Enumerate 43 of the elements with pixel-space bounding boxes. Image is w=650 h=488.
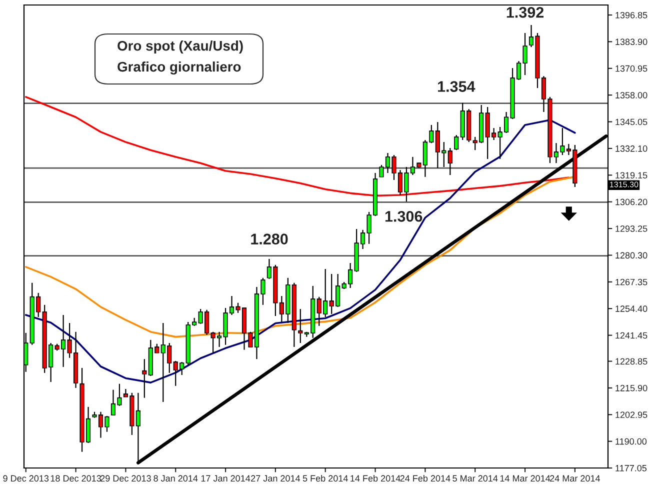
y-tick-label: 1280.30 [616, 252, 648, 259]
annotation: 1.392 [506, 6, 544, 18]
y-tick-label: 1267.35 [616, 278, 648, 286]
x-tick-label: 14 Mar 2014 [500, 475, 550, 482]
annotation: 1.354 [438, 81, 476, 92]
y-tick-label: 1177.05 [616, 464, 647, 472]
y-tick-label: 1215.90 [616, 384, 648, 392]
candlestick [298, 308, 303, 344]
y-tick-label: 1358.00 [616, 92, 648, 98]
x-tick-label: 9 Dec 2013 [3, 475, 49, 482]
x-tick-label: 24 Feb 2014 [400, 474, 450, 482]
y-tick-label: 1332.10 [616, 145, 648, 152]
x-tick-label: 17 Jan 2014 [201, 475, 250, 482]
y-tick-label: 1254.40 [616, 306, 648, 312]
y-tick-label: 1190.00 [616, 438, 647, 445]
text: 1315.30 [610, 182, 638, 188]
y-tick-label: 1345.05 [616, 118, 648, 126]
x-tick-label: 29 Dec 2013 [100, 475, 151, 482]
line-series [24, 119, 576, 384]
candlestick [454, 134, 459, 151]
x-tick-label: 5 Feb 2014 [302, 474, 348, 482]
x-tick-label: 18 Dec 2013 [50, 475, 101, 482]
y-tick-label: 1241.45 [616, 332, 648, 339]
y-tick-label: 1396.85 [616, 12, 648, 18]
line-series [24, 96, 570, 197]
x-tick-label: 8 Jan 2014 [154, 475, 198, 482]
x-tick-label: 14 Feb 2014 [350, 474, 400, 482]
y-tick-label: 1306.20 [616, 198, 648, 206]
y-tick-label: 1202.95 [616, 412, 648, 418]
x-tick-label: 27 Jan 2014 [251, 475, 300, 482]
y-tick-label: 1383.90 [616, 38, 648, 46]
annotation: 1.280 [251, 234, 288, 244]
candlestick [142, 358, 147, 398]
text: Oro spot (Xau/Usd) [118, 40, 243, 54]
candlestick [448, 147, 452, 176]
x-tick-label: 24 Mar 2014 [550, 475, 600, 482]
text: Grafico giornaliero [118, 61, 241, 75]
y-tick-label: 1293.25 [616, 225, 648, 232]
y-tick-label: 1370.95 [616, 65, 648, 72]
y-tick-label: 1319.15 [616, 172, 648, 178]
annotation: 1.306 [385, 210, 422, 222]
x-tick-label: 5 Mar 2014 [452, 475, 498, 482]
y-tick-label: 1228.85 [616, 358, 648, 365]
